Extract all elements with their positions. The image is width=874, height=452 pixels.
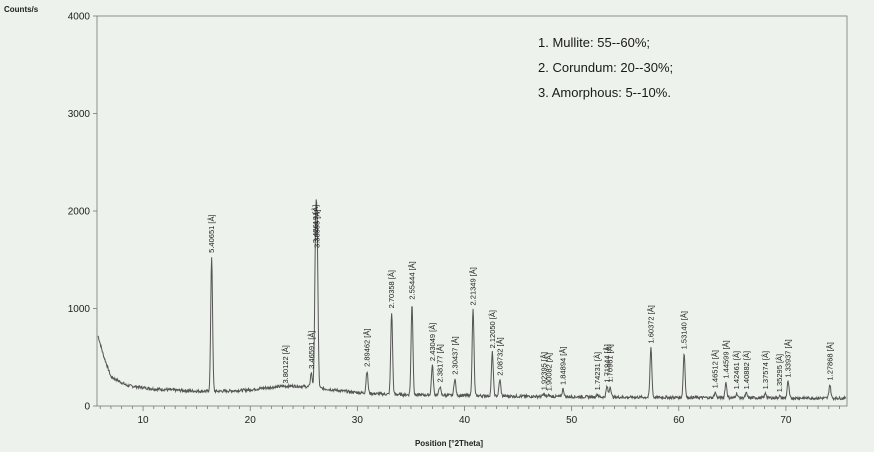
x-tick-label: 10 xyxy=(138,415,150,426)
y-tick-label: 1000 xyxy=(68,304,91,315)
peak-label: 2.38177 [Å] xyxy=(435,344,444,382)
peak-label: 1.33937 [Å] xyxy=(784,339,793,377)
peak-label: 2.30437 [Å] xyxy=(450,336,459,374)
legend-entry-amorphous: 3. Amorphous: 5--10%. xyxy=(538,85,671,100)
peak-label: 2.21349 [Å] xyxy=(469,267,478,305)
y-tick-label: 3000 xyxy=(68,109,91,120)
x-tick-label: 40 xyxy=(459,415,471,426)
peak-label: 1.35295 [Å] xyxy=(775,354,784,392)
peak-label: 1.46512 [Å] xyxy=(711,350,720,388)
x-axis: 10 20 30 40 50 60 70 xyxy=(99,406,840,426)
peak-label: 2.70358 [Å] xyxy=(387,270,396,308)
x-tick-label: 20 xyxy=(245,415,257,426)
peak-label: 2.55444 [Å] xyxy=(408,261,417,299)
peak-label: 1.40882 [Å] xyxy=(742,351,751,389)
y-axis-title: Counts/s xyxy=(4,5,39,14)
peak-label: 3.80122 [Å] xyxy=(281,345,290,383)
peak-label: 1.37574 [Å] xyxy=(761,351,770,389)
x-tick-label: 70 xyxy=(780,415,792,426)
peak-label: 1.90082 [Å] xyxy=(545,353,554,391)
y-tick-label: 2000 xyxy=(68,207,91,218)
phase-legend: 1. Mullite: 55--60%; 2. Corundum: 20--30… xyxy=(538,35,673,100)
y-axis: 0 1000 2000 3000 4000 xyxy=(68,12,97,413)
peak-label: 3.38565 [Å] xyxy=(313,210,322,248)
peak-label: 5.40651 [Å] xyxy=(207,214,216,252)
peak-label: 1.42461 [Å] xyxy=(732,351,741,389)
peak-label: 2.43049 [Å] xyxy=(428,323,437,361)
peak-label: 1.53140 [Å] xyxy=(680,311,689,349)
peak-label: 1.92395 [Å] xyxy=(539,352,548,390)
peak-label: 1.84894 [Å] xyxy=(559,347,568,385)
peak-label: 1.27868 [Å] xyxy=(825,342,834,380)
peak-label: 1.71944 [Å] xyxy=(603,344,612,382)
peak-label: 2.12050 [Å] xyxy=(488,310,497,348)
peak-label: 1.44599 [Å] xyxy=(721,340,730,378)
peak-label: 1.70961 [Å] xyxy=(606,344,615,382)
peak-label: 3.42619 [Å] xyxy=(311,205,320,243)
peak-label: 2.08732 [Å] xyxy=(495,337,504,375)
y-tick-label: 4000 xyxy=(68,12,91,23)
diffraction-pattern-line xyxy=(97,199,846,402)
peak-label: 1.74231 [Å] xyxy=(593,352,602,390)
x-tick-label: 30 xyxy=(352,415,364,426)
x-tick-label: 60 xyxy=(673,415,685,426)
x-tick-label: 50 xyxy=(566,415,578,426)
peak-labels: 5.40651 [Å] 3.80122 [Å] 3.46591 [Å] 3.42619… xyxy=(207,205,834,393)
legend-entry-corundum: 2. Corundum: 20--30%; xyxy=(538,60,673,75)
peak-label: 2.89462 [Å] xyxy=(363,329,372,367)
legend-entry-mullite: 1. Mullite: 55--60%; xyxy=(538,35,650,50)
x-axis-title: Position [°2Theta] xyxy=(415,439,483,448)
y-tick-label: 0 xyxy=(84,402,90,413)
peak-label: 3.46591 [Å] xyxy=(307,330,316,368)
peak-label: 1.60372 [Å] xyxy=(646,305,655,343)
